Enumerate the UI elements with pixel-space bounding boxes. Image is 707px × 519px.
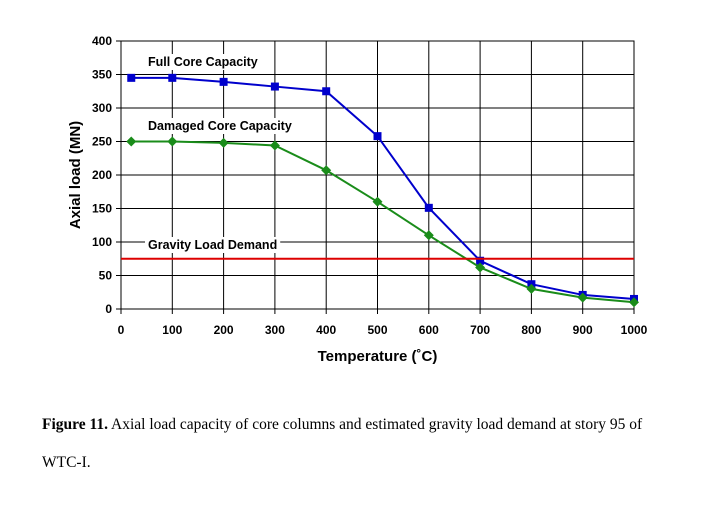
full-core-capacity-line: [131, 76, 635, 300]
gravity-load-demand-label-bg: [145, 237, 281, 253]
figure-caption: Figure 11. Axial load capacity of core c…: [42, 406, 682, 482]
y-tick-label: 350: [92, 68, 112, 82]
damaged-core-capacity-line: [131, 140, 635, 304]
line-chart: 0 50 100 150 200 250 300 350 400 0 100 200 300 400 50…: [67, 34, 648, 365]
y-tick-labels: 0 50 100 150 200 250 300 350 400: [92, 34, 112, 316]
full-core-capacity-point: [322, 87, 331, 96]
full-core-capacity-point: [373, 132, 382, 141]
x-tick-label: 600: [419, 323, 439, 337]
y-tick-label: 200: [92, 168, 112, 182]
y-tick-label: 100: [92, 235, 112, 249]
y-tick-label: 0: [105, 302, 112, 316]
damaged-core-capacity-point: [218, 137, 229, 148]
y-tick-label: 300: [92, 101, 112, 115]
x-axis-title: Temperature (˚C): [318, 348, 438, 365]
x-tick-labels: 0 100 200 300 400 500 600 700 800 900 1000: [118, 323, 648, 337]
damaged-core-capacity-point: [167, 136, 178, 147]
full-core-capacity-label: Full Core Capacity: [148, 55, 258, 69]
damaged-core-capacity-point: [126, 136, 137, 147]
full-core-capacity-label-bg: [145, 54, 261, 70]
damaged-core-capacity-label: Damaged Core Capacity: [148, 119, 292, 133]
full-core-capacity-point: [476, 256, 485, 265]
caption-text: Axial load capacity of core columns and …: [42, 416, 643, 471]
gravity-load-demand-label: Gravity Load Demand: [148, 238, 277, 252]
damaged-core-capacity-point: [372, 196, 383, 207]
series-labels: Full Core Capacity Damaged Core Capacity G…: [145, 54, 295, 253]
damaged-core-capacity-point: [629, 297, 639, 308]
x-tick-label: 300: [265, 323, 285, 337]
damaged-core-capacity-label-bg: [145, 118, 295, 134]
y-axis-title: Axial load (MN): [67, 121, 84, 229]
y-tick-label: 150: [92, 202, 112, 216]
full-core-capacity-point: [127, 73, 136, 82]
full-core-capacity-point: [219, 77, 228, 86]
x-tick-label: 100: [162, 323, 182, 337]
x-tick-label: 200: [214, 323, 234, 337]
y-tick-label: 50: [99, 269, 113, 283]
full-core-capacity-point: [424, 203, 433, 212]
x-tick-label: 900: [573, 323, 593, 337]
damaged-core-capacity-point: [577, 292, 588, 303]
full-core-capacity-point: [270, 82, 279, 91]
x-tick-label: 700: [470, 323, 490, 337]
series-group: [121, 73, 639, 308]
damaged-core-capacity-point: [475, 262, 486, 273]
x-tick-label: 500: [367, 323, 387, 337]
damaged-core-capacity-point: [321, 165, 332, 176]
x-tick-label: 800: [521, 323, 541, 337]
damaged-core-capacity-point: [423, 230, 434, 241]
damaged-core-capacity-point: [526, 283, 537, 294]
damaged-core-capacity-point: [269, 140, 280, 151]
y-tick-label: 250: [92, 135, 112, 149]
x-tick-label: 400: [316, 323, 336, 337]
x-tick-label: 0: [118, 323, 125, 337]
plot-border: [120, 40, 635, 310]
grid-lines: [116, 40, 635, 314]
x-tick-label: 1000: [621, 323, 648, 337]
y-tick-label: 400: [92, 34, 112, 48]
full-core-capacity-point: [168, 73, 177, 82]
caption-label: Figure 11.: [42, 416, 109, 433]
